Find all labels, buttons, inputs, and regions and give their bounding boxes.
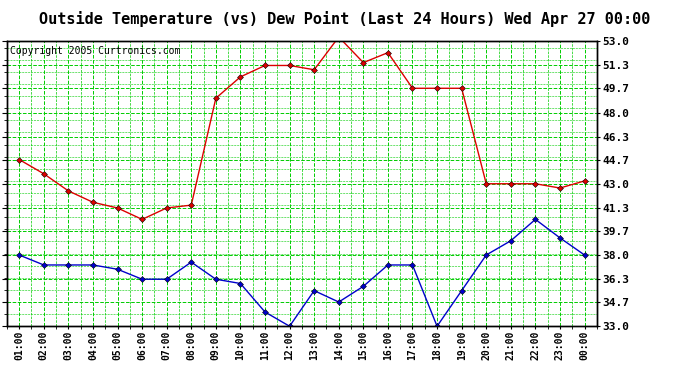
Text: Copyright 2005 Curtronics.com: Copyright 2005 Curtronics.com [10, 45, 180, 56]
Text: Outside Temperature (vs) Dew Point (Last 24 Hours) Wed Apr 27 00:00: Outside Temperature (vs) Dew Point (Last… [39, 11, 651, 27]
